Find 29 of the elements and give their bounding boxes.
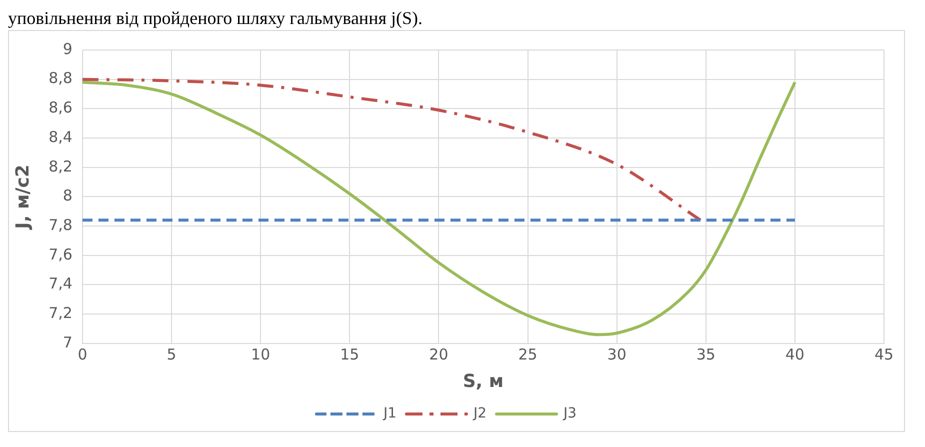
x-tick-label: 10 [251, 345, 270, 364]
x-tick-label: 5 [166, 345, 176, 364]
line-series [82, 78, 702, 222]
x-tick-label: 15 [340, 345, 360, 364]
y-tick-label: 7,6 [48, 245, 72, 264]
legend-label: J1 [382, 406, 396, 422]
legend-label: J3 [562, 406, 577, 422]
y-tick-label: 7,8 [48, 216, 72, 234]
y-tick-label: 7 [62, 333, 72, 352]
y-tick-label: 8,6 [48, 98, 72, 117]
x-tick-label: 35 [696, 345, 716, 364]
legend-label: J2 [472, 406, 487, 422]
x-tick-label: 25 [518, 345, 538, 364]
x-tick-label: 20 [429, 345, 448, 364]
y-tick-label: 7,4 [48, 274, 72, 293]
x-tick-label: 0 [78, 345, 88, 364]
x-axis-title: S, м [462, 370, 504, 392]
line-series [82, 80, 796, 336]
x-tick-label: 45 [874, 345, 894, 364]
y-tick-label: 8,4 [48, 128, 72, 146]
y-tick-label: 8,2 [48, 157, 72, 176]
y-tick-label: 9 [62, 40, 72, 58]
y-tick-label: 8,8 [48, 69, 72, 88]
y-axis-title: J, м/с2 [12, 164, 34, 231]
x-tick-label: 40 [785, 345, 804, 364]
text: уповільнення від пройденого шляху гальмування j(S). [8, 8, 424, 28]
y-tick-label: 8 [62, 186, 72, 205]
x-tick-label: 30 [607, 345, 626, 364]
y-tick-label: 7,2 [48, 304, 72, 322]
